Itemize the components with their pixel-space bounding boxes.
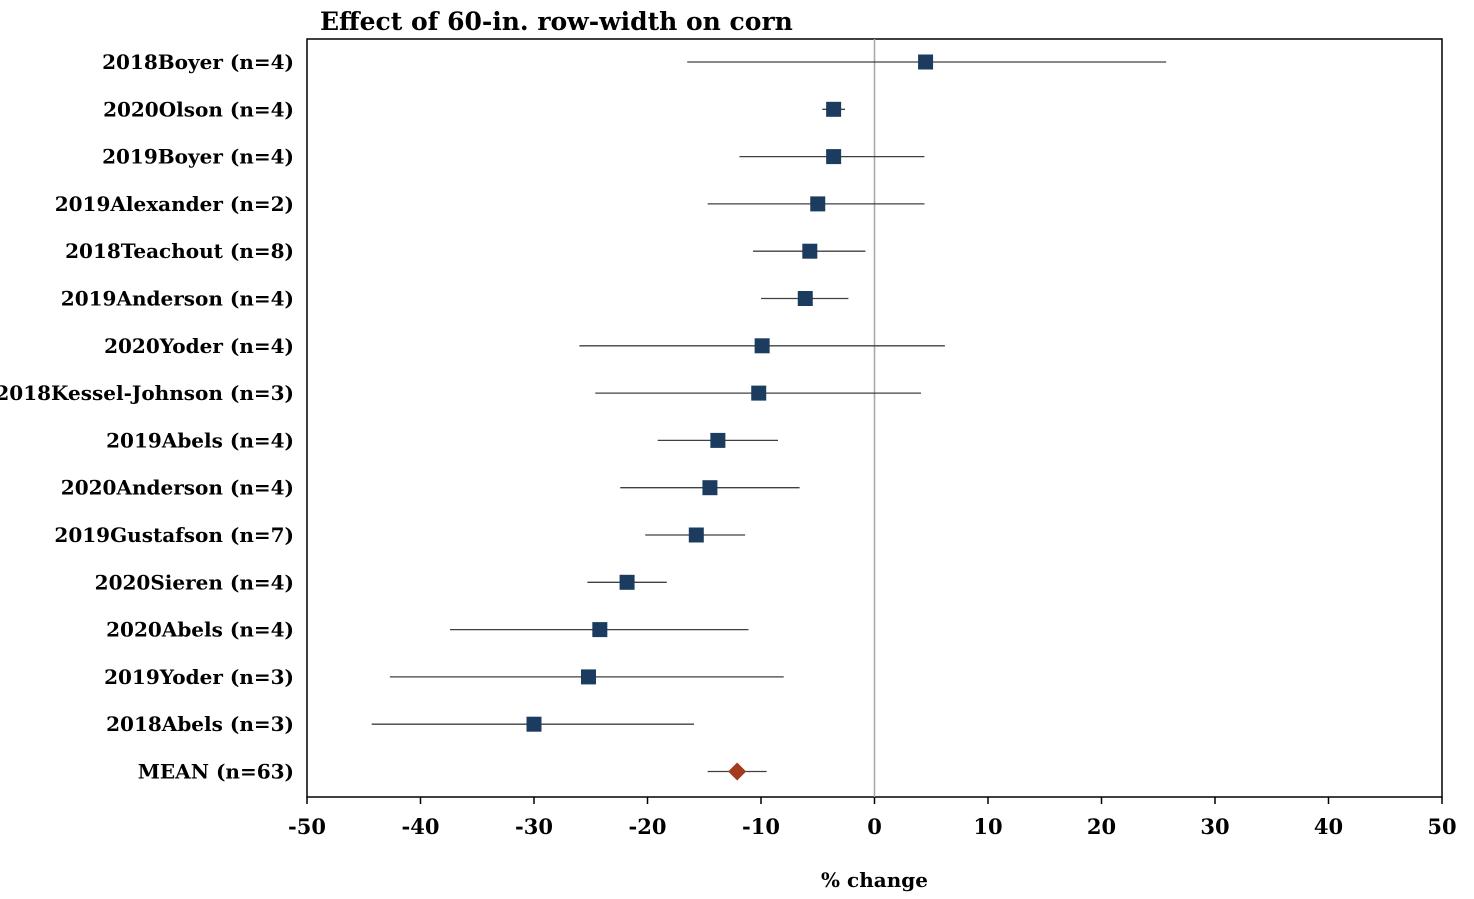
study-label-2020olson-n-4: 2020Olson (n=4) (103, 97, 294, 121)
mean-marker-mean-n-63 (728, 762, 747, 781)
study-marker-2019anderson-n-4 (797, 291, 813, 306)
study-label-2019anderson-n-4: 2019Anderson (n=4) (61, 287, 294, 311)
x-tick-label-40: -40 (402, 814, 440, 839)
study-label-2018teachout-n-8: 2018Teachout (n=8) (65, 239, 294, 263)
x-tick-label-50: -50 (288, 814, 326, 839)
study-label-2019gustafson-n-7: 2019Gustafson (n=7) (54, 523, 294, 547)
x-tick-label-0: 0 (867, 814, 882, 839)
study-label-2020anderson-n-4: 2020Anderson (n=4) (61, 476, 294, 500)
study-marker-2018boyer-n-4 (918, 54, 934, 70)
x-tick-label-20: 20 (1087, 814, 1116, 839)
study-marker-2020yoder-n-4 (754, 338, 770, 354)
study-label-2018abels-n-3: 2018Abels (n=3) (106, 712, 294, 736)
study-marker-2020anderson-n-4 (702, 480, 718, 496)
study-label-2018boyer-n-4: 2018Boyer (n=4) (102, 50, 294, 74)
x-tick-label-20: -20 (629, 814, 667, 839)
x-axis-title: % change (821, 868, 928, 892)
study-marker-2018kessel-johnson-n-3 (751, 385, 767, 401)
x-tick-label-10: 10 (973, 814, 1002, 839)
study-label-2019boyer-n-4: 2019Boyer (n=4) (102, 145, 294, 169)
x-tick-label-30: 30 (1200, 814, 1229, 839)
study-marker-2020sieren-n-4 (619, 574, 635, 590)
study-marker-2020olson-n-4 (826, 101, 842, 117)
study-label-2020sieren-n-4: 2020Sieren (n=4) (95, 570, 294, 594)
study-label-2020yoder-n-4: 2020Yoder (n=4) (104, 334, 294, 358)
study-marker-2019boyer-n-4 (826, 149, 842, 165)
x-axis-ticks (306, 797, 1443, 804)
study-marker-2018abels-n-3 (526, 716, 542, 732)
study-marker-2020abels-n-4 (592, 622, 608, 638)
study-labels: 2018Boyer (n=4) 2020Olson (n=4) 2019Boyer … (0, 50, 294, 784)
study-marker-2019yoder-n-3 (580, 669, 596, 685)
study-label-2018kessel-johnson-n-3: 2018Kessel-Johnson (n=3) (0, 381, 294, 405)
confidence-intervals (371, 61, 1167, 773)
study-marker-2018teachout-n-8 (802, 243, 818, 259)
study-label-mean-n-63: MEAN (n=63) (138, 760, 294, 784)
x-tick-label-50: 50 (1427, 814, 1456, 839)
x-tick-label-30: -30 (515, 814, 553, 839)
x-axis-tick-labels: -50 -40 -30 -20 -10 0 10 20 30 40 50 (288, 814, 1457, 839)
study-marker-2019abels-n-4 (710, 432, 726, 448)
effect-markers (526, 54, 934, 781)
study-label-2019abels-n-4: 2019Abels (n=4) (106, 428, 294, 452)
x-tick-label-10: -10 (742, 814, 780, 839)
chart-title: Effect of 60-in. row-width on corn (320, 7, 793, 36)
study-label-2019alexander-n-2: 2019Alexander (n=2) (55, 192, 294, 216)
study-label-2020abels-n-4: 2020Abels (n=4) (106, 618, 294, 642)
study-marker-2019alexander-n-2 (810, 196, 826, 212)
x-tick-label-40: 40 (1314, 814, 1343, 839)
study-label-2019yoder-n-3: 2019Yoder (n=3) (104, 665, 294, 689)
study-marker-2019gustafson-n-7 (688, 527, 704, 543)
